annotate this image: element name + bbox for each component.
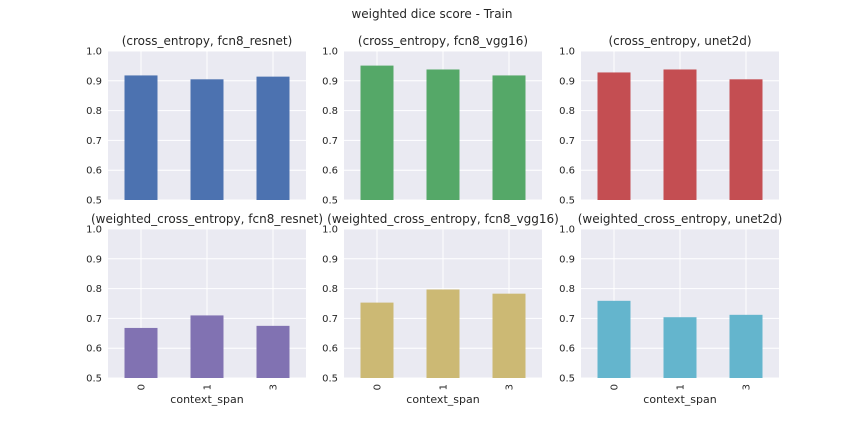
subplot-title: (cross_entropy, unet2d) (608, 34, 751, 48)
y-tick-label: 0.9 (559, 76, 575, 87)
y-tick-label: 0.8 (86, 284, 102, 295)
y-tick-label: 0.6 (86, 166, 102, 177)
subplot-title: (weighted_cross_entropy, fcn8_vgg16) (327, 212, 559, 226)
subplot-1: 0.5 0.6 0.7 0.8 0.9 1.0 (cross_entropy, fcn8_r… (86, 34, 306, 207)
x-tick-label: 0 (610, 384, 621, 390)
y-tick-label: 0.5 (86, 196, 102, 207)
y-tick-label: 0.7 (86, 314, 102, 325)
y-tick-label: 0.6 (322, 344, 338, 355)
bar (256, 325, 290, 378)
y-tick-label: 0.8 (322, 284, 338, 295)
bar (663, 317, 697, 378)
bar (190, 79, 224, 200)
bar (729, 79, 763, 200)
bar (492, 293, 526, 378)
bar (256, 76, 290, 200)
y-tick-label: 0.5 (559, 374, 575, 385)
x-axis-label: context_span (643, 393, 716, 406)
bar (597, 72, 631, 200)
x-tick-label: 1 (676, 384, 687, 390)
bar (729, 314, 763, 378)
y-tick-label: 0.5 (86, 374, 102, 385)
y-tick-label: 0.9 (86, 254, 102, 265)
x-tick-label: 1 (203, 384, 214, 390)
y-tick-label: 1.0 (322, 47, 338, 58)
bar (124, 75, 158, 200)
bar (190, 315, 224, 378)
y-tick-label: 0.9 (86, 76, 102, 87)
subplot-4: 0.5 0.6 0.7 0.8 0.9 1.0(weighted_cross_entrop… (86, 212, 323, 406)
y-tick-label: 0.7 (86, 136, 102, 147)
x-tick-label: 3 (269, 384, 280, 390)
subplot-title: (weighted_cross_entropy, unet2d) (578, 212, 783, 226)
y-tick-label: 0.8 (86, 106, 102, 117)
x-tick-label: 3 (742, 384, 753, 390)
y-tick-label: 0.5 (322, 374, 338, 385)
bar (597, 300, 631, 378)
subplot-title: (cross_entropy, fcn8_resnet) (122, 34, 293, 48)
y-tick-label: 0.8 (322, 106, 338, 117)
y-tick-label: 0.7 (322, 314, 338, 325)
bar (663, 69, 697, 200)
x-tick-label: 0 (137, 384, 148, 390)
y-tick-label: 0.9 (322, 254, 338, 265)
figure-title: weighted dice score - Train (351, 7, 512, 21)
y-tick-label: 0.6 (322, 166, 338, 177)
bar (426, 69, 460, 200)
x-axis-label: context_span (406, 393, 479, 406)
bar (492, 75, 526, 200)
y-tick-label: 1.0 (86, 225, 102, 236)
y-tick-label: 0.7 (559, 314, 575, 325)
y-tick-label: 0.6 (559, 166, 575, 177)
x-axis-label: context_span (170, 393, 243, 406)
x-tick-label: 0 (373, 384, 384, 390)
subplot-5: 0.5 0.6 0.7 0.8 0.9 1.0(weighted_cross_entrop… (322, 212, 559, 406)
bar (124, 327, 158, 378)
y-tick-label: 0.5 (559, 196, 575, 207)
y-tick-label: 0.7 (322, 136, 338, 147)
y-tick-label: 1.0 (86, 47, 102, 58)
y-tick-label: 0.8 (559, 284, 575, 295)
y-tick-label: 0.6 (86, 344, 102, 355)
subplot-title: (weighted_cross_entropy, fcn8_resnet) (91, 212, 323, 226)
y-tick-label: 0.5 (322, 196, 338, 207)
bar (360, 302, 394, 378)
y-tick-label: 0.7 (559, 136, 575, 147)
x-tick-label: 3 (505, 384, 516, 390)
bar (360, 65, 394, 201)
y-tick-label: 0.9 (559, 254, 575, 265)
subplot-title: (cross_entropy, fcn8_vgg16) (358, 34, 528, 48)
y-tick-label: 0.9 (322, 76, 338, 87)
y-tick-label: 0.8 (559, 106, 575, 117)
y-tick-label: 1.0 (559, 47, 575, 58)
subplot-2: 0.5 0.6 0.7 0.8 0.9 1.0 (cross_entropy, fcn8_v… (322, 34, 542, 207)
y-tick-label: 1.0 (322, 225, 338, 236)
x-tick-label: 1 (439, 384, 450, 390)
bar (426, 289, 460, 378)
subplot-6: 0.5 0.6 0.7 0.8 0.9 1.0(weighted_cross_entrop… (559, 212, 782, 406)
y-tick-label: 0.6 (559, 344, 575, 355)
y-tick-label: 1.0 (559, 225, 575, 236)
subplot-3: 0.5 0.6 0.7 0.8 0.9 1.0 (cross_entropy, unet2d… (559, 34, 779, 207)
